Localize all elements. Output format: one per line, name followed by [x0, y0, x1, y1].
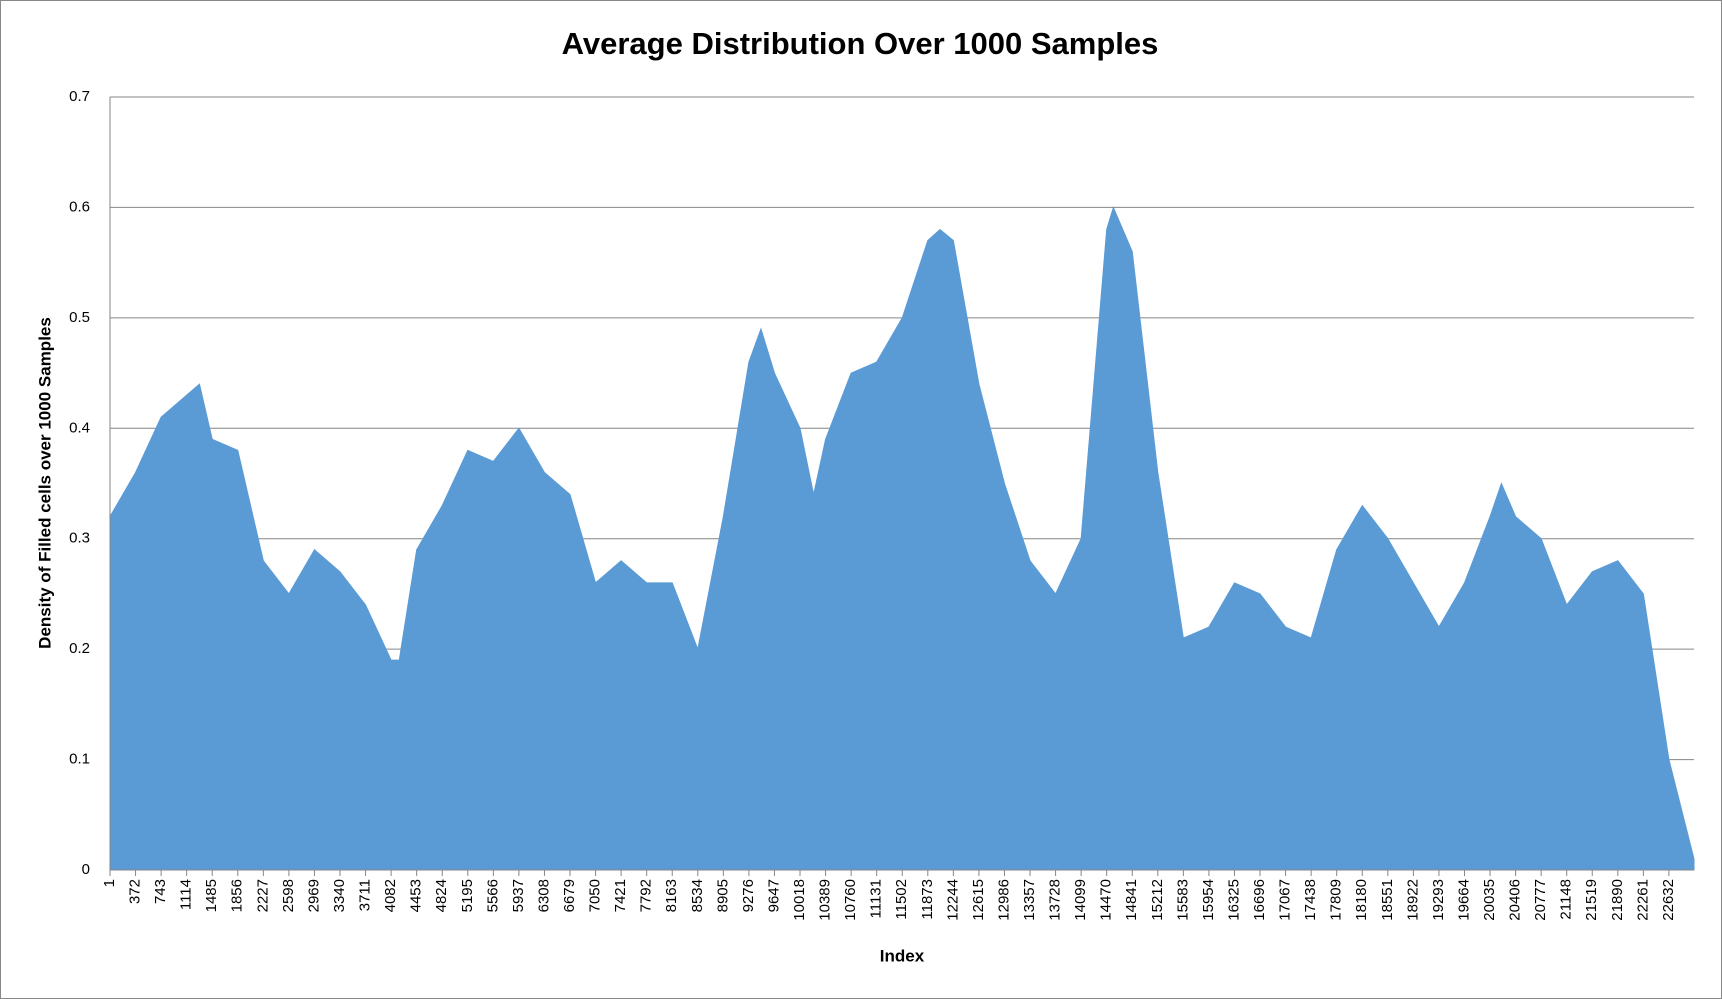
x-tick-label: 10018: [791, 879, 808, 921]
y-tick-label: 0.5: [69, 309, 90, 326]
x-tick-label: 1: [101, 879, 118, 887]
x-tick-label: 18551: [1379, 879, 1396, 921]
y-tick-label: 0.2: [69, 640, 90, 657]
y-tick-label: 0.4: [69, 419, 90, 436]
x-tick-label: 20035: [1481, 879, 1498, 921]
y-axis-label: Density of Filled cells over 1000 Sample…: [35, 317, 54, 649]
x-tick-label: 3340: [331, 879, 348, 912]
x-tick-label: 4824: [433, 879, 450, 912]
x-tick-label: 8905: [714, 879, 731, 912]
x-tick-label: 12615: [970, 879, 987, 921]
x-tick-label: 1114: [178, 879, 195, 910]
x-tick-label: 15212: [1149, 879, 1166, 921]
y-tick-label: 0.3: [69, 530, 90, 547]
x-tick-label: 5566: [484, 879, 501, 912]
x-tick-label: 372: [127, 879, 144, 904]
x-tick-label: 7792: [638, 879, 655, 912]
x-tick-label: 21148: [1558, 879, 1575, 920]
x-tick-label: 16696: [1251, 879, 1268, 921]
y-tick-label: 0: [82, 861, 90, 878]
x-tick-label: 11873: [919, 879, 936, 920]
x-tick-label: 15583: [1174, 879, 1191, 921]
x-tick-label: 17067: [1277, 879, 1294, 921]
x-tick-label: 20777: [1532, 879, 1549, 921]
x-tick-label: 15954: [1200, 879, 1217, 921]
x-tick-label: 21519: [1583, 879, 1600, 921]
x-tick-label: 743: [152, 879, 169, 904]
x-tick-label: 10760: [842, 879, 859, 921]
x-tick-label: 4453: [408, 879, 425, 912]
x-tick-label: 17809: [1328, 879, 1345, 921]
y-tick-label: 0.7: [69, 88, 90, 105]
x-tick-label: 22261: [1634, 879, 1651, 921]
x-tick-label: 11131: [868, 879, 885, 919]
x-tick-label: 11502: [893, 879, 910, 920]
x-tick-label: 17438: [1302, 879, 1319, 921]
x-tick-label: 9276: [740, 879, 757, 912]
y-tick-label: 0.1: [69, 751, 90, 768]
x-tick-label: 18922: [1404, 879, 1421, 921]
x-tick-label: 8534: [689, 879, 706, 912]
x-tick-label: 5937: [510, 879, 527, 912]
x-tick-label: 3711: [357, 879, 374, 911]
x-tick-label: 6308: [535, 879, 552, 912]
x-tick-label: 2227: [254, 879, 271, 912]
x-tick-label: 1856: [229, 879, 246, 912]
x-tick-label: 14841: [1123, 879, 1140, 921]
x-tick-label: 18180: [1353, 879, 1370, 921]
x-tick-label: 13357: [1021, 879, 1038, 921]
chart-title: Average Distribution Over 1000 Samples: [562, 26, 1159, 61]
x-tick-label: 20406: [1507, 879, 1524, 921]
x-tick-label: 4082: [382, 879, 399, 912]
x-tick-label: 19664: [1455, 879, 1472, 921]
x-tick-label: 9647: [765, 879, 782, 912]
x-tick-label: 8163: [663, 879, 680, 912]
x-tick-label: 12244: [944, 879, 961, 921]
x-tick-label: 22632: [1660, 879, 1677, 921]
x-tick-label: 1485: [203, 879, 220, 912]
x-tick-label: 21890: [1609, 879, 1626, 921]
area: [109, 205, 1695, 871]
x-tick-label: 19293: [1430, 879, 1447, 921]
x-tick-label: 2969: [305, 879, 322, 912]
x-tick-label: 6679: [561, 879, 578, 912]
x-tick-label: 12986: [995, 879, 1012, 921]
x-tick-label: 14099: [1072, 879, 1089, 921]
x-tick-label: 7421: [612, 879, 629, 912]
x-tick-label: 2598: [280, 879, 297, 912]
x-axis-label: Index: [880, 946, 925, 965]
x-tick-label: 14470: [1098, 879, 1115, 921]
x-tick-label: 5195: [459, 879, 476, 912]
x-tick-label: 16325: [1225, 879, 1242, 921]
y-tick-label: 0.6: [69, 198, 90, 215]
x-tick-label: 13728: [1047, 879, 1064, 921]
x-tick-label: 10389: [817, 879, 834, 921]
x-tick-label: 7050: [587, 879, 604, 912]
